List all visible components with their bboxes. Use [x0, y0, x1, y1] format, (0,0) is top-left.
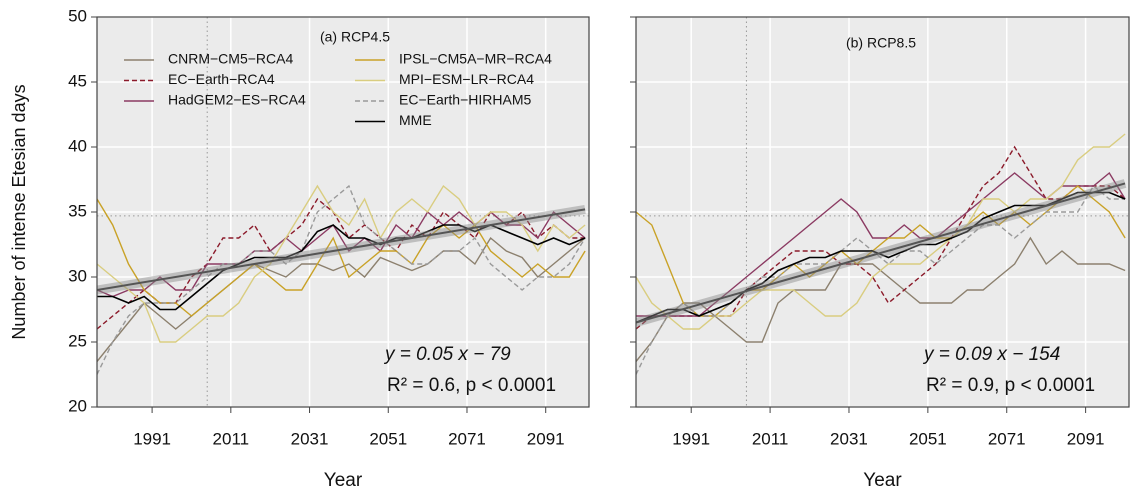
x-axis-label: Year: [863, 470, 902, 491]
x-axis-label: Year: [324, 470, 363, 491]
equation: y = 0.05 x − 79: [383, 344, 511, 365]
legend-label: EC−Earth−HIRHAM5: [399, 92, 531, 108]
y-tick-label: 50: [68, 6, 87, 25]
series-line: [636, 184, 1126, 375]
y-tick-label: 20: [68, 396, 87, 415]
x-tick-label: 2031: [830, 429, 868, 448]
y-tick-label: 30: [68, 266, 87, 285]
r-squared: R² = 0.9, p < 0.0001: [926, 375, 1095, 396]
x-tick-label: 1991: [133, 429, 171, 448]
legend-label: IPSL−CM5A−MR−RCA4: [399, 51, 552, 67]
x-tick-label: 2031: [291, 429, 329, 448]
series-line: [97, 198, 586, 317]
series-line: [636, 171, 1126, 317]
series-line: [97, 184, 586, 375]
x-tick-label: 2011: [752, 429, 789, 448]
x-tick-label: 2091: [527, 429, 565, 448]
panel-title: (b) RCP8.5: [846, 35, 916, 51]
trend-line: [636, 182, 1126, 324]
series-line: [636, 185, 1126, 317]
x-tick-label: 2091: [1067, 429, 1105, 448]
plot-content: [636, 17, 1129, 407]
y-tick-label: 25: [68, 331, 87, 350]
legend-label: MPI−ESM−LR−RCA4: [399, 71, 534, 87]
plot-border: [635, 16, 1130, 408]
series-line: [97, 224, 586, 311]
series-line: [636, 191, 1126, 324]
x-tick-label: 2071: [448, 429, 486, 448]
x-tick-label: 2071: [988, 429, 1026, 448]
plot-content: [97, 17, 589, 407]
y-tick-label: 35: [68, 201, 87, 220]
series-line: [97, 236, 586, 362]
plot-border: [96, 16, 590, 408]
series-line: [97, 184, 586, 343]
equation: y = 0.09 x − 154: [922, 344, 1060, 365]
legend-label: HadGEM2−ES−RCA4: [168, 92, 306, 108]
legend-label: CNRM−CM5−RCA4: [168, 51, 293, 67]
series-line: [636, 145, 1126, 330]
y-tick-label: 40: [68, 136, 87, 155]
x-tick-label: 2011: [213, 429, 250, 448]
series-line: [636, 133, 1126, 330]
panel-title: (a) RCP4.5: [320, 29, 390, 45]
x-tick-label: 2051: [909, 429, 947, 448]
legend-label: EC−Earth−RCA4: [168, 71, 275, 87]
y-axis-label: Number of intense Etesian days: [9, 84, 29, 339]
legend-label: MME: [399, 112, 432, 128]
x-tick-label: 1991: [672, 429, 710, 448]
x-tick-label: 2051: [369, 429, 407, 448]
r-squared: R² = 0.6, p < 0.0001: [387, 375, 556, 396]
trend-line: [97, 208, 586, 291]
y-tick-label: 45: [68, 71, 87, 90]
